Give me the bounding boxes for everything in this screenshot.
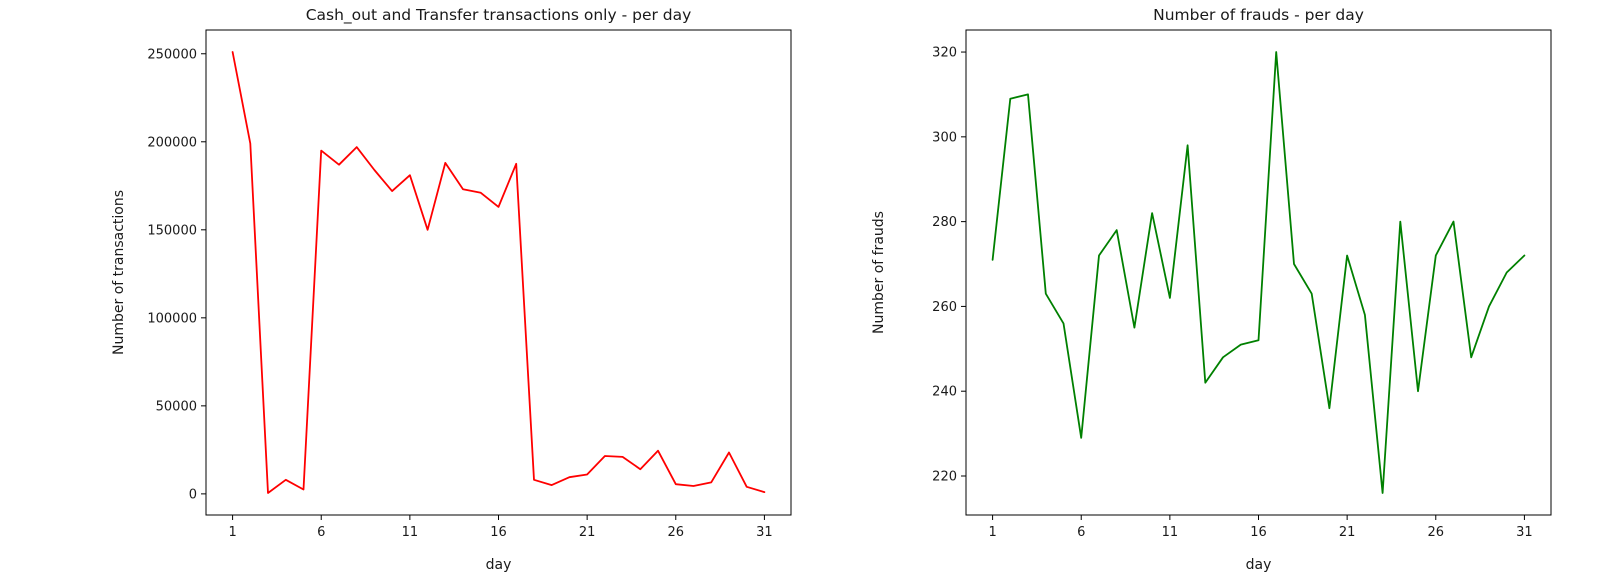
- svg-text:21: 21: [579, 525, 596, 540]
- svg-text:11: 11: [402, 525, 419, 540]
- svg-text:100000: 100000: [147, 311, 197, 326]
- svg-text:250000: 250000: [147, 47, 197, 62]
- transactions-line-chart: 1 6 11 16 21 26 310500001000001500002000002500…: [147, 29, 792, 540]
- svg-text:26: 26: [1427, 525, 1444, 540]
- chart-transactions: Cash_out and Transfer transactions only …: [96, 0, 806, 583]
- svg-text:31: 31: [1516, 525, 1533, 540]
- svg-text:260: 260: [932, 300, 957, 315]
- svg-text:31: 31: [756, 525, 773, 540]
- svg-text:1: 1: [988, 525, 996, 540]
- svg-text:21: 21: [1339, 525, 1356, 540]
- frauds-x-axis-label: day: [1245, 557, 1272, 573]
- svg-text:1: 1: [228, 525, 236, 540]
- svg-text:16: 16: [490, 525, 507, 540]
- transactions-chart-title: Cash_out and Transfer transactions only …: [305, 6, 692, 24]
- svg-text:240: 240: [932, 385, 957, 400]
- svg-text:320: 320: [932, 46, 957, 61]
- svg-text:0: 0: [189, 487, 197, 502]
- svg-text:6: 6: [317, 525, 325, 540]
- svg-text:300: 300: [932, 130, 957, 145]
- svg-text:150000: 150000: [147, 223, 197, 238]
- svg-text:11: 11: [1162, 525, 1179, 540]
- svg-text:50000: 50000: [156, 399, 197, 414]
- svg-text:26: 26: [667, 525, 684, 540]
- transactions-x-axis-label: day: [485, 557, 512, 573]
- chart-frauds: Number of frauds - per day Number of fra…: [856, 0, 1566, 583]
- svg-text:220: 220: [932, 469, 957, 484]
- svg-text:280: 280: [932, 215, 957, 230]
- svg-text:200000: 200000: [147, 135, 197, 150]
- svg-text:16: 16: [1250, 525, 1267, 540]
- svg-text:6: 6: [1077, 525, 1085, 540]
- frauds-chart-title: Number of frauds - per day: [1153, 6, 1364, 24]
